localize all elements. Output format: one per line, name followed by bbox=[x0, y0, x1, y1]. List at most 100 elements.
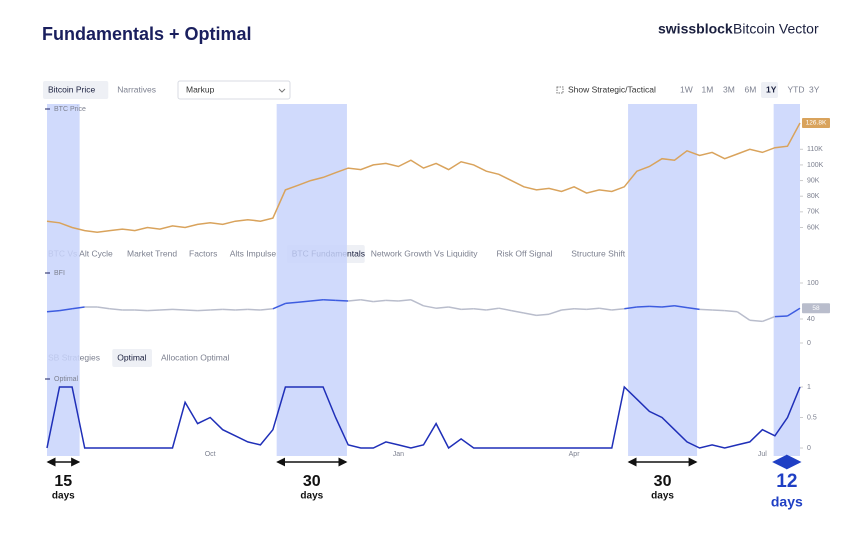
line-segment bbox=[360, 299, 374, 303]
range-button[interactable]: 1Y bbox=[766, 84, 777, 94]
range-button[interactable]: 6M bbox=[745, 84, 757, 94]
line-segment bbox=[247, 308, 261, 311]
line-segment bbox=[699, 308, 713, 311]
line-segment bbox=[134, 309, 148, 312]
line bbox=[46, 385, 801, 450]
line-segment bbox=[46, 309, 60, 313]
range-button[interactable]: 3M bbox=[723, 84, 735, 94]
line-segment bbox=[586, 307, 600, 311]
duration-unit: days bbox=[300, 491, 323, 502]
line-segment bbox=[461, 308, 474, 311]
line-segment bbox=[210, 308, 223, 311]
range-button[interactable]: 3Y bbox=[809, 84, 820, 94]
line-segment bbox=[97, 306, 110, 310]
duration-number: 15 bbox=[54, 473, 72, 490]
y-tick-label: 40 bbox=[807, 316, 815, 323]
tab[interactable]: Optimal bbox=[117, 352, 146, 362]
range-button[interactable]: 1M bbox=[702, 84, 714, 94]
line-segment bbox=[59, 308, 73, 312]
line-segment bbox=[423, 305, 437, 309]
line bbox=[46, 122, 801, 233]
line-segment bbox=[109, 308, 123, 311]
toggle-label[interactable]: Show Strategic/Tactical bbox=[568, 84, 656, 94]
line-segment bbox=[674, 305, 688, 309]
brand: swissblock bbox=[658, 21, 733, 37]
tab[interactable]: Bitcoin Price bbox=[48, 84, 96, 94]
tab[interactable]: Network Growth Vs Liquidity bbox=[371, 248, 479, 258]
tab-selected-bg bbox=[43, 81, 109, 99]
line-segment bbox=[574, 308, 587, 311]
line-segment bbox=[686, 306, 700, 311]
line-segment bbox=[323, 299, 336, 302]
range-button[interactable]: YTD bbox=[788, 84, 805, 94]
line-segment bbox=[197, 309, 211, 312]
line-segment bbox=[511, 309, 525, 314]
tab[interactable]: Allocation Optimal bbox=[161, 352, 230, 362]
line-segment bbox=[561, 308, 575, 311]
line-segment bbox=[762, 315, 776, 323]
line-segment bbox=[285, 301, 299, 305]
current-value-label: 126.8K bbox=[806, 120, 827, 127]
product: Bitcoin Vector bbox=[733, 21, 819, 37]
legend-label: BFI bbox=[54, 270, 65, 277]
highlight-band bbox=[276, 104, 347, 456]
y-tick-label: 100K bbox=[807, 162, 824, 169]
line-segment bbox=[147, 309, 160, 312]
duration-unit: days bbox=[52, 491, 75, 502]
y-tick-label: 100 bbox=[807, 280, 819, 287]
line-segment bbox=[523, 312, 537, 317]
checkbox[interactable] bbox=[556, 86, 564, 94]
line-segment bbox=[235, 308, 248, 311]
dropdown[interactable] bbox=[177, 80, 291, 100]
page-title: Fundamentals + Optimal bbox=[42, 24, 252, 44]
line-segment bbox=[448, 306, 462, 311]
y-tick-label: 60K bbox=[807, 224, 820, 231]
line-segment bbox=[724, 309, 738, 313]
line-segment bbox=[473, 308, 487, 311]
duration-unit: days bbox=[771, 494, 803, 510]
current-value-tag bbox=[802, 303, 830, 314]
line-segment bbox=[774, 315, 788, 318]
x-tick-label: Apr bbox=[569, 451, 581, 458]
line-segment bbox=[435, 306, 449, 309]
legend-label: BTC Price bbox=[54, 106, 86, 113]
line-segment bbox=[373, 299, 386, 303]
y-tick-label: 110K bbox=[807, 146, 823, 153]
legend-label: Optimal bbox=[54, 376, 79, 383]
y-tick-label: 0 bbox=[807, 340, 811, 347]
line-segment bbox=[486, 307, 499, 311]
tab[interactable]: Market Trend bbox=[127, 248, 177, 258]
line-segment bbox=[348, 299, 361, 302]
caret bbox=[278, 88, 286, 93]
line-segment bbox=[749, 319, 763, 323]
line-segment bbox=[222, 308, 236, 311]
line-segment bbox=[536, 313, 550, 317]
tab[interactable]: Alts Impulse bbox=[230, 248, 277, 258]
duration-number: 30 bbox=[303, 473, 321, 490]
line-segment bbox=[624, 306, 637, 310]
tab[interactable]: Factors bbox=[189, 248, 217, 258]
current-value-tag bbox=[802, 118, 830, 129]
duration-unit: days bbox=[651, 491, 674, 502]
highlight-band bbox=[773, 104, 800, 456]
line-segment bbox=[260, 308, 273, 311]
duration-number: 12 bbox=[776, 471, 797, 492]
line-segment bbox=[398, 299, 412, 302]
range-button[interactable]: 1W bbox=[680, 84, 693, 94]
tab[interactable]: Structure Shift bbox=[571, 248, 625, 258]
tab[interactable]: Risk Off Signal bbox=[497, 248, 553, 258]
y-tick-label: 0 bbox=[807, 445, 811, 452]
x-tick-label: Oct bbox=[205, 451, 216, 458]
line-segment bbox=[172, 308, 186, 311]
y-tick-label: 80K bbox=[807, 193, 820, 200]
y-tick-label: 1 bbox=[807, 384, 811, 391]
x-tick-label: Jul bbox=[758, 451, 767, 458]
tab[interactable]: Narratives bbox=[117, 84, 156, 94]
line-segment bbox=[297, 300, 311, 303]
tab-selected-bg bbox=[112, 349, 152, 367]
tab[interactable]: BTC Vs Alt Cycle bbox=[48, 248, 113, 258]
line-segment bbox=[335, 299, 349, 302]
y-tick-label: 70K bbox=[807, 209, 820, 216]
line-segment bbox=[712, 309, 725, 312]
